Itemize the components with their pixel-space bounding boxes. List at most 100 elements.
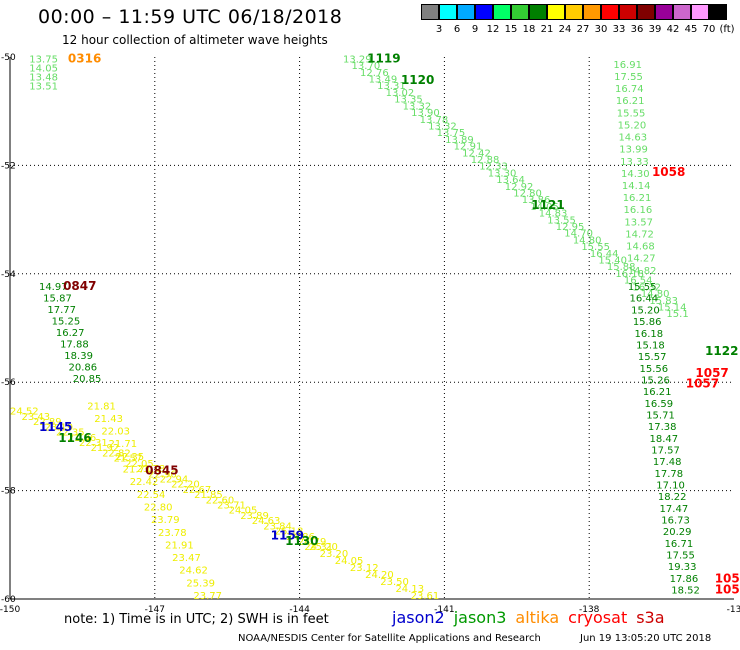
legend-swatch — [691, 4, 709, 20]
wave-height-value: 15.18 — [636, 340, 665, 351]
wave-height-value: 18.22 — [658, 492, 687, 503]
wave-height-value: 13.48 — [29, 72, 58, 83]
wave-height-value: 13.75 — [29, 54, 58, 65]
pass-time-label: 1057 — [686, 377, 719, 391]
legend-swatch — [475, 4, 493, 20]
wave-height-value: 15.55 — [581, 242, 610, 253]
satellite-name: jason2 — [392, 608, 445, 627]
wave-height-value: 23.43 — [22, 412, 51, 423]
wave-height-value: 13.99 — [619, 145, 648, 156]
wave-height-value: 22.60 — [206, 495, 235, 506]
wave-height-value: 19.33 — [668, 562, 697, 573]
wave-height-value: 23.77 — [193, 591, 222, 602]
lat-tick-label: -54 — [1, 270, 16, 280]
wave-height-value: 16.21 — [643, 387, 672, 398]
wave-height-value: 15.55 — [617, 108, 646, 119]
legend-label: 27 — [576, 24, 590, 35]
wave-height-value: 12.91 — [454, 142, 483, 153]
wave-height-value: 24.62 — [179, 566, 208, 577]
legend-swatch — [493, 4, 511, 20]
legend-label: 15 — [504, 24, 518, 35]
legend-label: 45 — [684, 24, 698, 35]
wave-height-value: 23.12 — [350, 563, 379, 574]
wave-height-value: 16.32 — [632, 282, 661, 293]
wave-height-value: 14.05 — [530, 202, 559, 213]
legend-label: 36 — [630, 24, 644, 35]
legend-swatch — [583, 4, 601, 20]
wave-height-value: 14.27 — [627, 254, 656, 265]
wave-height-value: 16.18 — [615, 269, 644, 280]
satellite-name: s3a — [636, 608, 665, 627]
wave-height-value: 20.86 — [69, 363, 98, 374]
pass-time-label: 1119 — [367, 51, 400, 65]
legend-label: 6 — [453, 24, 461, 35]
wave-height-value: 16.16 — [624, 205, 653, 216]
wave-height-value: 12.76 — [360, 68, 389, 79]
map-subtitle: 12 hour collection of altimeter wave hei… — [62, 33, 328, 47]
wave-height-value: 22.82 — [102, 448, 131, 459]
wave-height-value: 14.80 — [641, 289, 670, 300]
wave-height-value: 22.03 — [101, 427, 130, 438]
pass-time-label: 105 — [715, 572, 740, 586]
legend-label: 12 — [486, 24, 500, 35]
wave-height-value: 16.74 — [615, 84, 644, 95]
legend-swatch — [421, 4, 439, 20]
wave-height-value: 13.70 — [352, 61, 381, 72]
wave-height-value: 17.88 — [60, 340, 89, 351]
credit-line: NOAA/NESDIS Center for Satellite Applica… — [238, 633, 541, 644]
wave-height-value: 13.55 — [547, 215, 576, 226]
wave-height-value: 24.79 — [298, 537, 327, 548]
wave-height-value: 22.96 — [148, 469, 177, 480]
wave-height-value: 14.14 — [622, 181, 651, 192]
wave-height-value: 13.64 — [496, 175, 525, 186]
wave-height-value: 14.63 — [618, 133, 647, 144]
wave-height-value: 21.92 — [91, 443, 120, 454]
pass-time-label: 1159 — [271, 528, 304, 542]
lon-tick-label: -147 — [145, 605, 165, 615]
wave-height-value: 15.1 — [666, 309, 688, 320]
pass-time-label: 105 — [715, 583, 740, 597]
wave-height-value: 15.88 — [607, 262, 636, 273]
pass-time-label: 0845 — [145, 463, 178, 477]
wave-height-value: 23.61 — [411, 591, 440, 602]
wave-height-value: 21.71 — [108, 439, 137, 450]
wave-height-value: 13.78 — [420, 115, 449, 126]
wave-height-value: 23.20 — [320, 549, 349, 560]
wave-height-value: 22.67 — [183, 485, 212, 496]
wave-height-value: 23.78 — [137, 464, 166, 475]
wave-height-value: 22.94 — [160, 474, 189, 485]
wave-height-value: 13.86 — [522, 195, 551, 206]
wave-height-value: 13.29 — [343, 54, 372, 65]
wave-height-value: 13.31 — [377, 81, 406, 92]
wave-height-value: 22.35 — [56, 428, 85, 439]
wave-height-value: 15.86 — [633, 317, 662, 328]
wave-height-value: 14.70 — [564, 229, 593, 240]
wave-height-value: 15.83 — [649, 296, 678, 307]
wave-height-value: 24.86 — [286, 532, 315, 543]
legend-label: 9 — [471, 24, 479, 35]
wave-height-value: 22.05 — [125, 459, 154, 470]
wave-height-value: 13.75 — [437, 128, 466, 139]
generated-timestamp: Jun 19 13:05:20 UTC 2018 — [580, 633, 712, 644]
legend-swatch — [655, 4, 673, 20]
wave-height-value: 24.52 — [10, 407, 39, 418]
lon-tick-label: -138 — [579, 605, 600, 615]
wave-height-value: 25.20 — [309, 542, 338, 553]
legend-swatch — [619, 4, 637, 20]
wave-height-value: 15.20 — [618, 120, 647, 131]
legend-swatch — [601, 4, 619, 20]
wave-height-value: 23.84 — [263, 521, 292, 532]
legend-label: 33 — [612, 24, 626, 35]
wave-height-value: 15.87 — [43, 294, 72, 305]
wave-height-value: 16.21 — [616, 96, 645, 107]
wave-height-value: 24.13 — [395, 584, 424, 595]
lon-tick-label: -141 — [434, 605, 454, 615]
wave-height-value: 13.32 — [403, 101, 432, 112]
wave-height-value: 12.95 — [556, 222, 585, 233]
legend-label: 21 — [540, 24, 554, 35]
wave-height-value: 20.85 — [73, 374, 102, 385]
pass-time-label: 0316 — [68, 51, 101, 65]
wave-height-value: 12.80 — [513, 188, 542, 199]
lon-tick-label: -150 — [0, 605, 20, 615]
lat-tick-label: -52 — [1, 161, 16, 171]
